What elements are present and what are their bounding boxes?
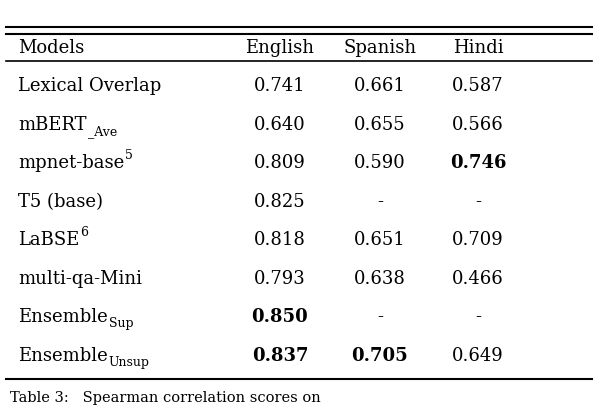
Text: Ensemble: Ensemble <box>18 308 108 326</box>
Text: 0.566: 0.566 <box>452 115 504 133</box>
Text: -: - <box>475 308 481 326</box>
Text: 0.809: 0.809 <box>254 154 306 172</box>
Text: 0.640: 0.640 <box>254 115 306 133</box>
Text: multi-qa-Mini: multi-qa-Mini <box>18 269 142 287</box>
Text: 0.655: 0.655 <box>354 115 406 133</box>
Text: 0.587: 0.587 <box>452 77 504 95</box>
Text: 0.741: 0.741 <box>254 77 306 95</box>
Text: Ensemble: Ensemble <box>18 346 108 364</box>
Text: 0.649: 0.649 <box>452 346 504 364</box>
Text: 6: 6 <box>80 225 89 238</box>
Text: 5: 5 <box>125 149 133 162</box>
Text: 0.850: 0.850 <box>252 308 309 326</box>
Text: LaBSE: LaBSE <box>18 231 80 249</box>
Text: Lexical Overlap: Lexical Overlap <box>18 77 161 95</box>
Text: 0.746: 0.746 <box>450 154 507 172</box>
Text: T5 (base): T5 (base) <box>18 192 103 210</box>
Text: 0.661: 0.661 <box>354 77 406 95</box>
Text: 0.818: 0.818 <box>254 231 306 249</box>
Text: Models: Models <box>18 39 84 57</box>
Text: 0.825: 0.825 <box>254 192 306 210</box>
Text: English: English <box>246 39 315 57</box>
Text: Table 3:   Spearman correlation scores on: Table 3: Spearman correlation scores on <box>10 390 321 404</box>
Text: -: - <box>377 308 383 326</box>
Text: 0.793: 0.793 <box>254 269 306 287</box>
Text: -: - <box>377 192 383 210</box>
Text: 0.638: 0.638 <box>354 269 406 287</box>
Text: Spanish: Spanish <box>343 39 417 57</box>
Text: 0.590: 0.590 <box>354 154 406 172</box>
Text: Hindi: Hindi <box>453 39 504 57</box>
Text: _Ave: _Ave <box>87 125 117 138</box>
Text: mpnet-base: mpnet-base <box>18 154 124 172</box>
Text: mBERT: mBERT <box>18 115 87 133</box>
Text: 0.709: 0.709 <box>452 231 504 249</box>
Text: Sup: Sup <box>109 317 133 330</box>
Text: 0.705: 0.705 <box>352 346 408 364</box>
Text: Unsup: Unsup <box>109 355 150 368</box>
Text: 0.466: 0.466 <box>452 269 504 287</box>
Text: -: - <box>475 192 481 210</box>
Text: 0.651: 0.651 <box>354 231 406 249</box>
Text: 0.837: 0.837 <box>252 346 308 364</box>
